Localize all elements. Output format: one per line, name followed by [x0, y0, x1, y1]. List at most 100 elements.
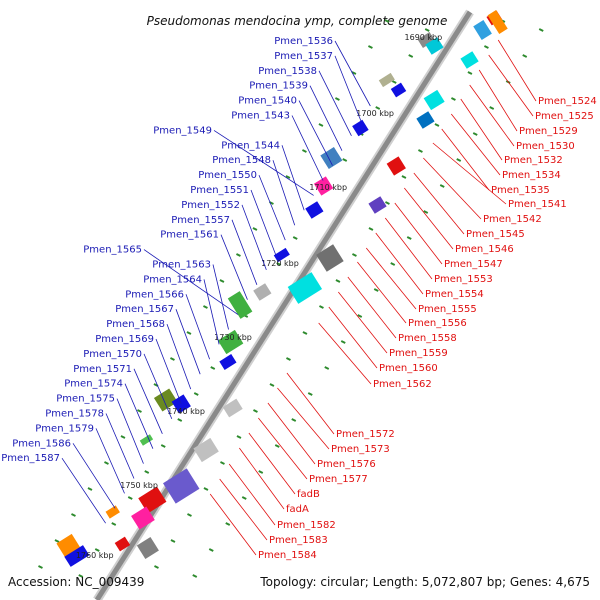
gene-feature [487, 10, 508, 34]
right-gene-label[interactable]: Pmen_1573 [331, 444, 390, 455]
right-gene-label[interactable]: Pmen_1530 [516, 141, 575, 152]
left-gene-label[interactable]: Pmen_1568 [106, 319, 165, 330]
right-label-leader [478, 69, 518, 132]
right-gene-label[interactable]: Pmen_1524 [538, 96, 597, 107]
right-gene-label[interactable]: Pmen_1560 [379, 363, 438, 374]
right-label-leader [404, 187, 454, 250]
kbp-marker: 1720 kbp [261, 259, 299, 268]
right-gene-label[interactable]: Pmen_1532 [504, 155, 563, 166]
right-gene-label[interactable]: fadA [286, 504, 309, 515]
left-gene-label[interactable]: Pmen_1575 [56, 394, 115, 405]
left-gene-label[interactable]: Pmen_1540 [238, 96, 297, 107]
gene-feature [378, 72, 395, 88]
left-label-leader [116, 398, 144, 464]
right-label-leader [318, 322, 372, 385]
right-gene-label[interactable]: Pmen_1558 [398, 333, 457, 344]
track-tick [483, 45, 489, 49]
right-gene-label[interactable]: Pmen_1556 [408, 318, 467, 329]
left-gene-label[interactable]: Pmen_1566 [125, 289, 184, 300]
track-tick [368, 227, 374, 231]
gene-feature [153, 388, 178, 412]
left-gene-label[interactable]: Pmen_1569 [95, 334, 154, 345]
right-gene-label[interactable]: Pmen_1577 [309, 474, 368, 485]
right-label-leader [338, 291, 388, 354]
left-gene-label[interactable]: Pmen_1538 [258, 66, 317, 77]
left-label-leader [185, 294, 211, 360]
gene-feature [193, 437, 219, 463]
left-gene-label[interactable]: Pmen_1539 [249, 81, 308, 92]
right-gene-label[interactable]: Pmen_1541 [508, 199, 567, 210]
left-gene-label[interactable]: Pmen_1543 [231, 111, 290, 122]
left-label-leader [105, 413, 135, 479]
track-tick [439, 184, 445, 188]
left-gene-label[interactable]: Pmen_1537 [274, 51, 333, 62]
right-gene-label[interactable]: Pmen_1572 [336, 429, 395, 440]
gene-feature [287, 272, 323, 304]
left-gene-label[interactable]: Pmen_1570 [83, 349, 142, 360]
track-tick [301, 149, 307, 153]
right-gene-label[interactable]: Pmen_1554 [425, 289, 484, 300]
right-gene-label[interactable]: Pmen_1547 [444, 259, 503, 270]
left-gene-label[interactable]: Pmen_1579 [35, 423, 94, 434]
track-tick [220, 461, 225, 465]
left-gene-label[interactable]: Pmen_1571 [73, 364, 132, 375]
left-gene-label[interactable]: Pmen_1567 [115, 304, 174, 315]
accession-text: Accession: NC_009439 [8, 575, 144, 589]
right-gene-label[interactable]: fadB [297, 489, 320, 500]
right-gene-label[interactable]: Pmen_1534 [502, 170, 561, 181]
right-gene-label[interactable]: Pmen_1562 [373, 379, 432, 390]
gene-feature [105, 505, 120, 519]
left-gene-label[interactable]: Pmen_1587 [1, 453, 60, 464]
topology-text: Topology: circular; Length: 5,072,807 bp… [259, 575, 590, 589]
right-gene-label[interactable]: Pmen_1545 [466, 229, 525, 240]
gene-feature [138, 486, 167, 514]
left-gene-label[interactable]: Pmen_1574 [64, 379, 123, 390]
left-gene-label[interactable]: Pmen_1557 [171, 215, 230, 226]
track-tick [187, 513, 192, 517]
gene-feature [222, 398, 243, 418]
left-gene-label[interactable]: Pmen_1564 [143, 274, 202, 285]
track-tick [210, 366, 216, 370]
track-tick [319, 305, 324, 309]
left-gene-label[interactable]: Pmen_1586 [12, 438, 71, 449]
right-gene-label[interactable]: Pmen_1542 [483, 214, 542, 225]
left-gene-label[interactable]: Pmen_1552 [181, 200, 240, 211]
left-gene-labels: Pmen_1536 Pmen_1537 Pmen_1538 Pmen_1539 Pmen… [1, 36, 371, 524]
left-gene-label[interactable]: Pmen_1551 [190, 185, 249, 196]
left-gene-label[interactable]: Pmen_1563 [152, 260, 211, 271]
track-tick [127, 496, 133, 500]
right-gene-label[interactable]: Pmen_1583 [269, 535, 328, 546]
left-gene-label[interactable]: Pmen_1565 [83, 245, 142, 256]
gene-feature [386, 156, 406, 176]
left-gene-label[interactable]: Pmen_1549 [153, 125, 212, 136]
right-gene-label[interactable]: Pmen_1553 [434, 274, 493, 285]
track-tick [384, 201, 390, 205]
right-gene-label[interactable]: Pmen_1559 [389, 348, 448, 359]
right-label-leader [450, 113, 501, 176]
track-tick [253, 409, 258, 413]
left-gene-label[interactable]: Pmen_1561 [160, 230, 219, 241]
right-gene-label[interactable]: Pmen_1529 [519, 126, 578, 137]
kbp-marker: 1730 kbp [214, 333, 252, 342]
right-label-leader [209, 493, 257, 556]
left-gene-label[interactable]: Pmen_1544 [221, 140, 280, 151]
right-gene-label[interactable]: Pmen_1546 [455, 244, 514, 255]
right-label-leader [488, 54, 534, 117]
track-tick [78, 574, 84, 578]
right-gene-label[interactable]: Pmen_1576 [317, 459, 376, 470]
right-gene-label[interactable]: Pmen_1525 [535, 111, 594, 122]
track-tick [434, 123, 440, 127]
right-gene-label[interactable]: Pmen_1582 [277, 520, 336, 531]
left-label-leader [231, 219, 258, 285]
right-label-leader [228, 463, 276, 526]
right-label-leader [432, 142, 507, 205]
left-gene-label[interactable]: Pmen_1536 [274, 36, 333, 47]
right-gene-label[interactable]: Pmen_1555 [418, 304, 477, 315]
left-gene-label[interactable]: Pmen_1578 [45, 409, 104, 420]
left-gene-label[interactable]: Pmen_1548 [212, 155, 271, 166]
gene-feature [217, 329, 244, 355]
right-gene-label[interactable]: Pmen_1535 [491, 185, 550, 196]
track-tick [203, 305, 208, 309]
left-gene-label[interactable]: Pmen_1550 [198, 170, 257, 181]
right-gene-label[interactable]: Pmen_1584 [258, 550, 317, 561]
